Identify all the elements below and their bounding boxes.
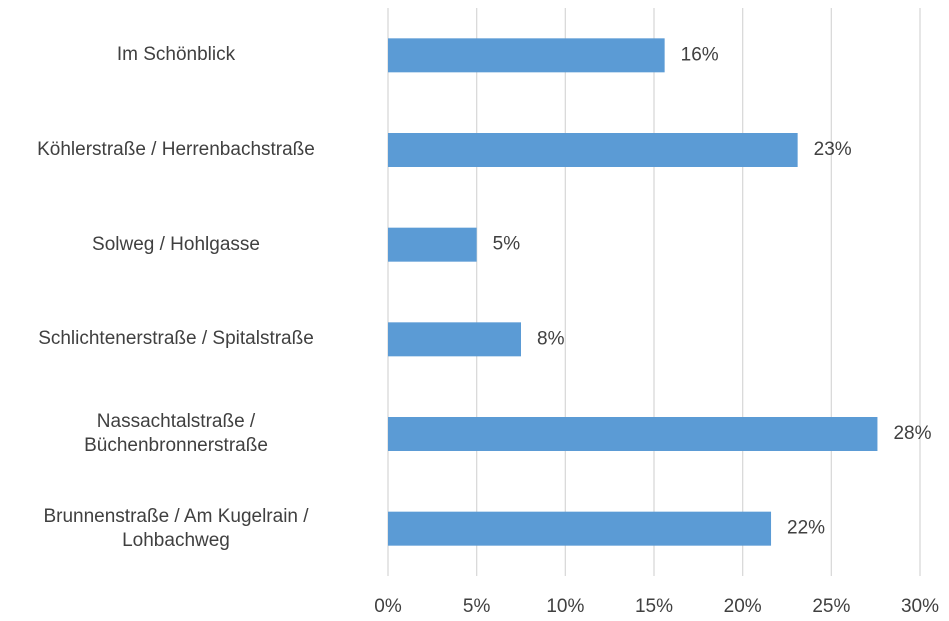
- bar: [388, 133, 798, 167]
- value-label: 16%: [681, 44, 719, 65]
- bar: [388, 511, 772, 546]
- x-tick-label: 0%: [374, 596, 402, 617]
- x-tick-label: 25%: [812, 596, 850, 617]
- y-tick-label: Schlichtenerstraße / Spitalstraße: [38, 328, 314, 350]
- y-tick-label: Nassachtalstraße / Büchenbronnerstraße: [84, 411, 268, 456]
- y-tick-label: Brunnenstraße / Am Kugelrain / Lohbachwe…: [43, 505, 309, 551]
- bar: [388, 38, 665, 73]
- x-tick-label: 15%: [635, 596, 673, 617]
- x-tick-label: 20%: [724, 596, 762, 617]
- bar: [388, 417, 878, 451]
- value-label: 28%: [893, 423, 931, 444]
- y-tick-label: Solweg / Hohlgasse: [92, 233, 260, 255]
- x-tick-label: 30%: [901, 596, 939, 617]
- value-label: 5%: [493, 234, 521, 255]
- value-label: 8%: [537, 328, 565, 349]
- value-label: 22%: [787, 518, 825, 539]
- bar: [388, 322, 521, 357]
- y-tick-label: Köhlerstraße / Herrenbachstraße: [37, 139, 315, 160]
- x-tick-label: 5%: [463, 596, 491, 617]
- bar: [388, 227, 477, 262]
- y-tick-label: Im Schönblick: [116, 44, 236, 66]
- value-label: 23%: [814, 139, 852, 160]
- x-tick-label: 10%: [546, 596, 584, 617]
